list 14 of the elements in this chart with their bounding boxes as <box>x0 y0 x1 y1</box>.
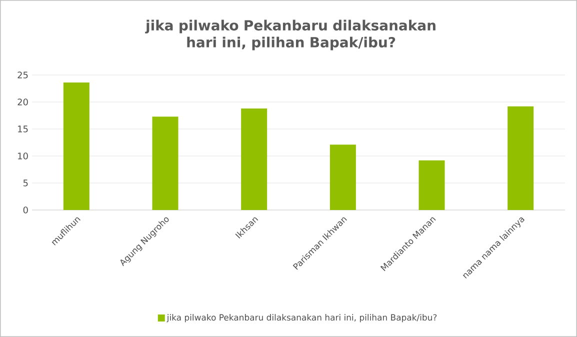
bar <box>418 160 445 210</box>
legend-label: jika pilwako Pekanbaru dilaksanakan hari ini, pilihan Bapak/ibu? <box>166 314 437 322</box>
bar <box>63 82 90 210</box>
y-tick-label: 10 <box>18 152 28 160</box>
y-tick-label: 20 <box>18 98 28 106</box>
bar <box>508 106 534 210</box>
bar <box>152 116 178 210</box>
chart-title: jika pilwako Pekanbaru dilaksanakan hari ini, pilihan Bapak/ibu? <box>145 20 436 50</box>
y-tick-label: 25 <box>18 72 28 78</box>
y-tick-label: 5 <box>23 180 28 186</box>
bar <box>330 144 356 210</box>
y-tick-label: 15 <box>18 126 28 132</box>
y-tick-label: 0 <box>23 206 28 214</box>
bar <box>241 108 268 210</box>
